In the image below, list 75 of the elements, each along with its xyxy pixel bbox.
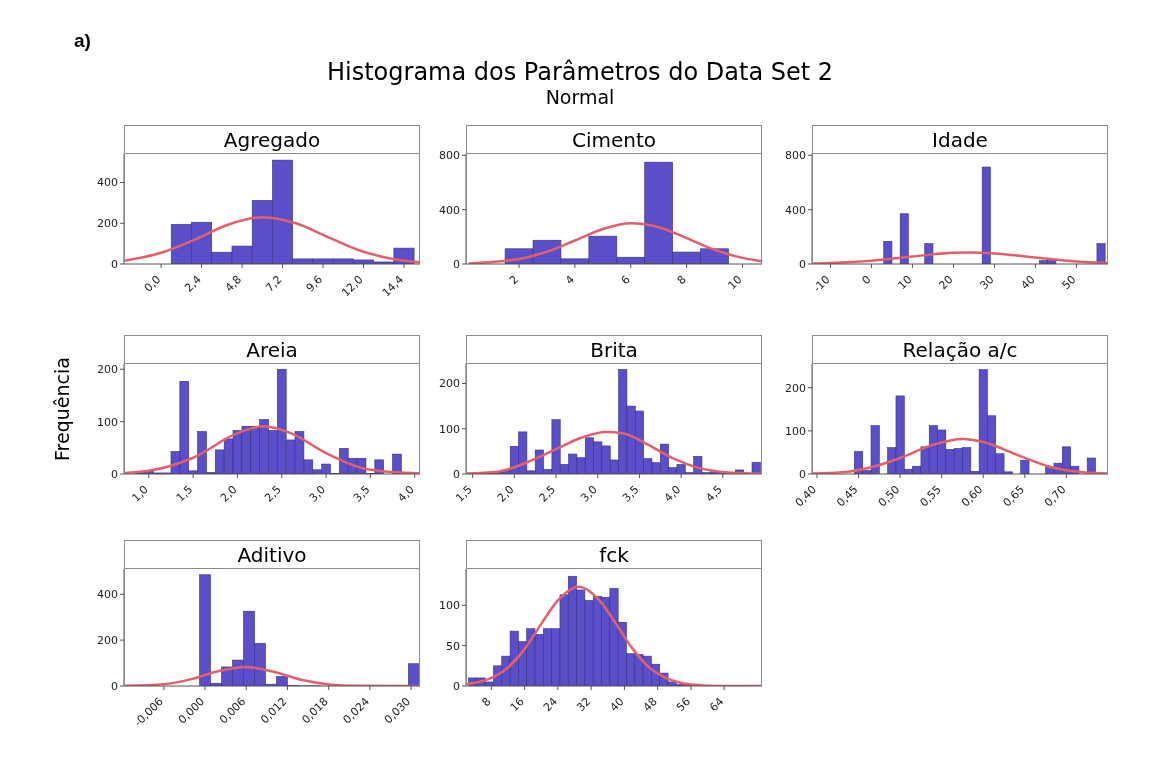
x-tick-label: 56: [673, 694, 694, 715]
x-tick-label: 4,5: [703, 482, 725, 505]
x-tick-label: 24: [540, 694, 560, 715]
chart-title: Cimento: [466, 125, 762, 154]
x-tick-label: -10: [810, 272, 833, 295]
y-tick-label: 0: [453, 467, 460, 481]
y-tick-label: 100: [439, 599, 460, 613]
x-tick-label: 4,0: [395, 482, 417, 505]
y-tick-label: 100: [439, 422, 460, 436]
x-tick-label: 1,5: [173, 482, 196, 505]
x-tick-label: 7,2: [263, 272, 285, 295]
y-tick-label: 800: [439, 149, 460, 163]
chart-title: Areia: [124, 335, 420, 364]
chart-title: Relação a/c: [812, 335, 1108, 364]
x-tick-label: 50: [1059, 272, 1079, 293]
text: Normal: [544, 86, 616, 108]
y-tick-label: 0: [111, 679, 118, 693]
x-tick-label: 2,5: [262, 482, 284, 505]
y-tick-label: 800: [785, 149, 806, 163]
x-tick-label: 30: [977, 272, 997, 293]
x-tick-label: 9,6: [303, 272, 326, 295]
x-tick-label: 4: [562, 272, 578, 288]
x-tick-label: 0,0: [141, 272, 164, 295]
y-tick-label: 100: [97, 415, 118, 429]
chart-title: Idade: [812, 125, 1108, 154]
x-tick-label: 40: [607, 694, 627, 715]
y-tick-label: 400: [97, 588, 118, 602]
x-tick-label: 0: [859, 272, 874, 288]
x-tick-label: 64: [707, 694, 727, 715]
x-tick-label: 40: [1018, 272, 1038, 293]
y-tick-label: 400: [439, 203, 460, 217]
x-tick-label: 3,5: [619, 482, 642, 505]
x-tick-label: 2,4: [182, 272, 204, 295]
y-tick-label: 200: [97, 363, 118, 377]
x-tick-label: 1,5: [453, 482, 475, 505]
x-tick-label: 2: [507, 272, 522, 288]
y-tick-label: 0: [111, 257, 118, 271]
y-tick-label: 200: [439, 377, 460, 391]
x-tick-label: 10: [725, 272, 745, 293]
text: a): [74, 30, 91, 52]
x-tick-label: 8: [479, 694, 494, 710]
x-tick-label: 3,0: [306, 482, 329, 505]
x-tick-label: 20: [936, 272, 956, 293]
x-tick-label: 3,0: [578, 482, 600, 505]
x-tick-label: 2,0: [217, 482, 240, 505]
chart-title: Brita: [466, 335, 762, 364]
y-tick-label: 200: [97, 217, 118, 231]
y-tick-label: 0: [453, 679, 460, 693]
y-tick-label: 50: [446, 639, 460, 653]
x-tick-label: 4,0: [661, 482, 684, 505]
x-tick-label: 2,0: [494, 482, 517, 505]
x-tick-label: 16: [507, 694, 527, 715]
x-tick-label: 8: [674, 272, 689, 288]
y-tick-label: 0: [799, 257, 806, 271]
x-tick-label: 48: [640, 694, 660, 715]
x-tick-label: 4,8: [222, 272, 245, 295]
y-tick-label: 0: [799, 467, 806, 481]
x-tick-label: 32: [574, 694, 594, 715]
y-tick-label: 100: [785, 424, 806, 438]
chart-title: fck: [466, 540, 762, 569]
x-tick-label: 10: [895, 272, 915, 293]
y-tick-label: 200: [785, 381, 806, 395]
text: Frequência: [51, 356, 73, 463]
x-tick-label: 2,5: [536, 482, 559, 505]
x-tick-label: 6: [618, 272, 633, 288]
chart-title: Agregado: [124, 125, 420, 154]
y-tick-label: 0: [453, 257, 460, 271]
chart-title: Aditivo: [124, 540, 420, 569]
y-tick-label: 400: [97, 176, 118, 190]
x-tick-label: 3,5: [350, 482, 373, 505]
y-tick-label: 0: [111, 467, 118, 481]
text: Histograma dos Parâmetros do Data Set 2: [325, 58, 835, 86]
y-tick-label: 400: [785, 203, 806, 217]
x-tick-label: 1,0: [129, 482, 151, 505]
y-tick-label: 200: [97, 634, 118, 648]
